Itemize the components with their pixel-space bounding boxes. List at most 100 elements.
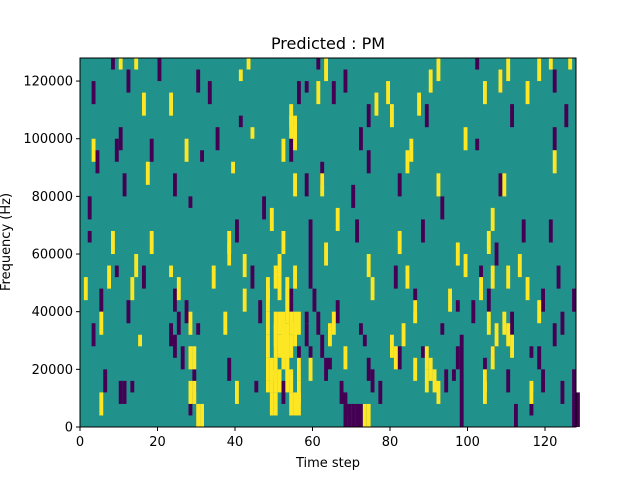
heatmap-cell-high xyxy=(331,311,336,335)
heatmap-cell-high xyxy=(328,323,332,347)
heatmap-cell-high xyxy=(463,127,468,151)
heatmap-cell-low xyxy=(359,323,363,335)
heatmap-cell-low xyxy=(207,81,212,105)
heatmap-cell-high xyxy=(405,265,410,289)
heatmap-cell-high xyxy=(568,58,573,70)
heatmap-cell-low xyxy=(552,323,557,347)
heatmap-cell-high xyxy=(428,69,433,93)
heatmap-cell-high xyxy=(424,346,429,370)
heatmap-cell-low xyxy=(320,334,325,358)
heatmap-cell-high xyxy=(490,265,495,289)
heatmap-cell-low xyxy=(103,369,108,393)
heatmap-cell-low xyxy=(304,323,309,347)
heatmap-cell-high xyxy=(324,58,328,82)
heatmap-cell-low xyxy=(173,173,177,197)
heatmap-cell-low xyxy=(316,311,321,335)
y-tick-label: 120000 xyxy=(23,75,73,90)
heatmap-cell-low xyxy=(122,173,127,197)
heatmap-cell-high xyxy=(552,150,557,174)
heatmap-cell-low xyxy=(262,196,266,220)
heatmap-cell-low xyxy=(421,219,425,243)
heatmap-cell-low xyxy=(397,173,402,197)
heatmap-cell-low xyxy=(235,219,239,243)
heatmap-cell-low xyxy=(308,265,313,289)
heatmap-cell-high xyxy=(242,254,247,278)
heatmap-cell-low xyxy=(324,357,328,381)
heatmap-cell-low xyxy=(370,369,375,393)
heatmap-cell-low xyxy=(355,219,359,243)
heatmap-cell-high xyxy=(486,311,491,335)
heatmap-cell-high xyxy=(242,288,247,312)
heatmap-cell-low xyxy=(514,403,518,427)
heatmap-cell-high xyxy=(409,138,414,162)
heatmap-cell-low xyxy=(118,380,123,404)
heatmap-cell-low xyxy=(130,380,135,393)
x-axis: 0 20 40 60 80 100 120 xyxy=(76,427,557,450)
heatmap-cell-high xyxy=(277,311,282,335)
heatmap-cell-low xyxy=(188,196,193,208)
x-tick-label: 40 xyxy=(227,435,244,450)
heatmap-cell-high xyxy=(192,346,197,370)
heatmap-cell-high xyxy=(277,334,282,358)
heatmap-cell-high xyxy=(273,357,278,381)
heatmap-cell-high xyxy=(235,380,239,404)
heatmap-cell-high xyxy=(436,173,441,197)
y-axis-title: Frequency (Hz) xyxy=(0,193,14,291)
heatmap-cell-high xyxy=(277,254,282,278)
heatmap-cell-low xyxy=(378,380,383,404)
y-tick-label: 40000 xyxy=(32,305,73,320)
heatmap-cell-low xyxy=(486,288,491,312)
heatmap-cell-high xyxy=(537,58,542,82)
heatmap-cell-low xyxy=(506,369,511,393)
heatmap-cell-low xyxy=(169,323,173,347)
heatmap-cell-high xyxy=(281,230,286,255)
heatmap-cell-low xyxy=(87,196,92,220)
heatmap-cell-low xyxy=(351,184,356,208)
x-tick-label: 80 xyxy=(382,435,399,450)
heatmap-cell-high xyxy=(200,403,204,427)
heatmap-cell-low xyxy=(397,346,402,370)
heatmap-cell-high xyxy=(483,369,487,393)
heatmap-cell-high xyxy=(289,392,294,416)
heatmap-cell-high xyxy=(289,104,294,128)
heatmap-cell-low xyxy=(366,150,371,174)
heatmap-cell-low xyxy=(541,369,545,393)
heatmap-cell-high xyxy=(366,254,371,278)
x-tick-label: 20 xyxy=(149,435,166,450)
heatmap-cell-high xyxy=(343,346,348,370)
heatmap-cell-low xyxy=(196,323,201,335)
heatmap-cell-low xyxy=(475,58,480,70)
heatmap-cell-high xyxy=(448,288,452,312)
heatmap-cell-high xyxy=(192,380,197,404)
heatmap-cell-high xyxy=(188,380,193,404)
heatmap-cell-low xyxy=(494,242,499,266)
heatmap-cell-low xyxy=(180,346,185,370)
heatmap-cell-high xyxy=(293,265,297,289)
heatmap-cell-low xyxy=(440,323,445,335)
heatmap-cell-high xyxy=(227,230,232,255)
heatmap-cell-high xyxy=(176,277,181,301)
heatmap-cell-low xyxy=(510,311,514,335)
heatmap-cell-high xyxy=(297,311,301,335)
heatmap-cell-low xyxy=(312,288,317,312)
heatmap-cell-low xyxy=(576,392,580,427)
heatmap-cell-low xyxy=(572,369,576,393)
heatmap-cell-low xyxy=(331,81,336,105)
heatmap-cell-high xyxy=(91,138,96,162)
heatmap-cell-low xyxy=(149,138,154,162)
heatmap-cell-high xyxy=(266,380,270,393)
heatmap-cell-low xyxy=(440,196,445,220)
heatmap-cell-low xyxy=(343,69,348,93)
heatmap-cell-high xyxy=(436,380,441,404)
heatmap-cell-high xyxy=(424,369,429,393)
heatmap-cell-high xyxy=(273,392,278,416)
heatmap-cell-low xyxy=(471,300,476,324)
heatmap-cell-high xyxy=(483,81,487,105)
heatmap-cell-high xyxy=(362,403,367,427)
heatmap-cell-high xyxy=(463,254,468,278)
heatmap-cell-high xyxy=(525,81,530,105)
heatmap-cell-low xyxy=(281,380,286,404)
heatmap-cell-high xyxy=(436,58,441,82)
heatmap-cell-high xyxy=(266,277,270,301)
